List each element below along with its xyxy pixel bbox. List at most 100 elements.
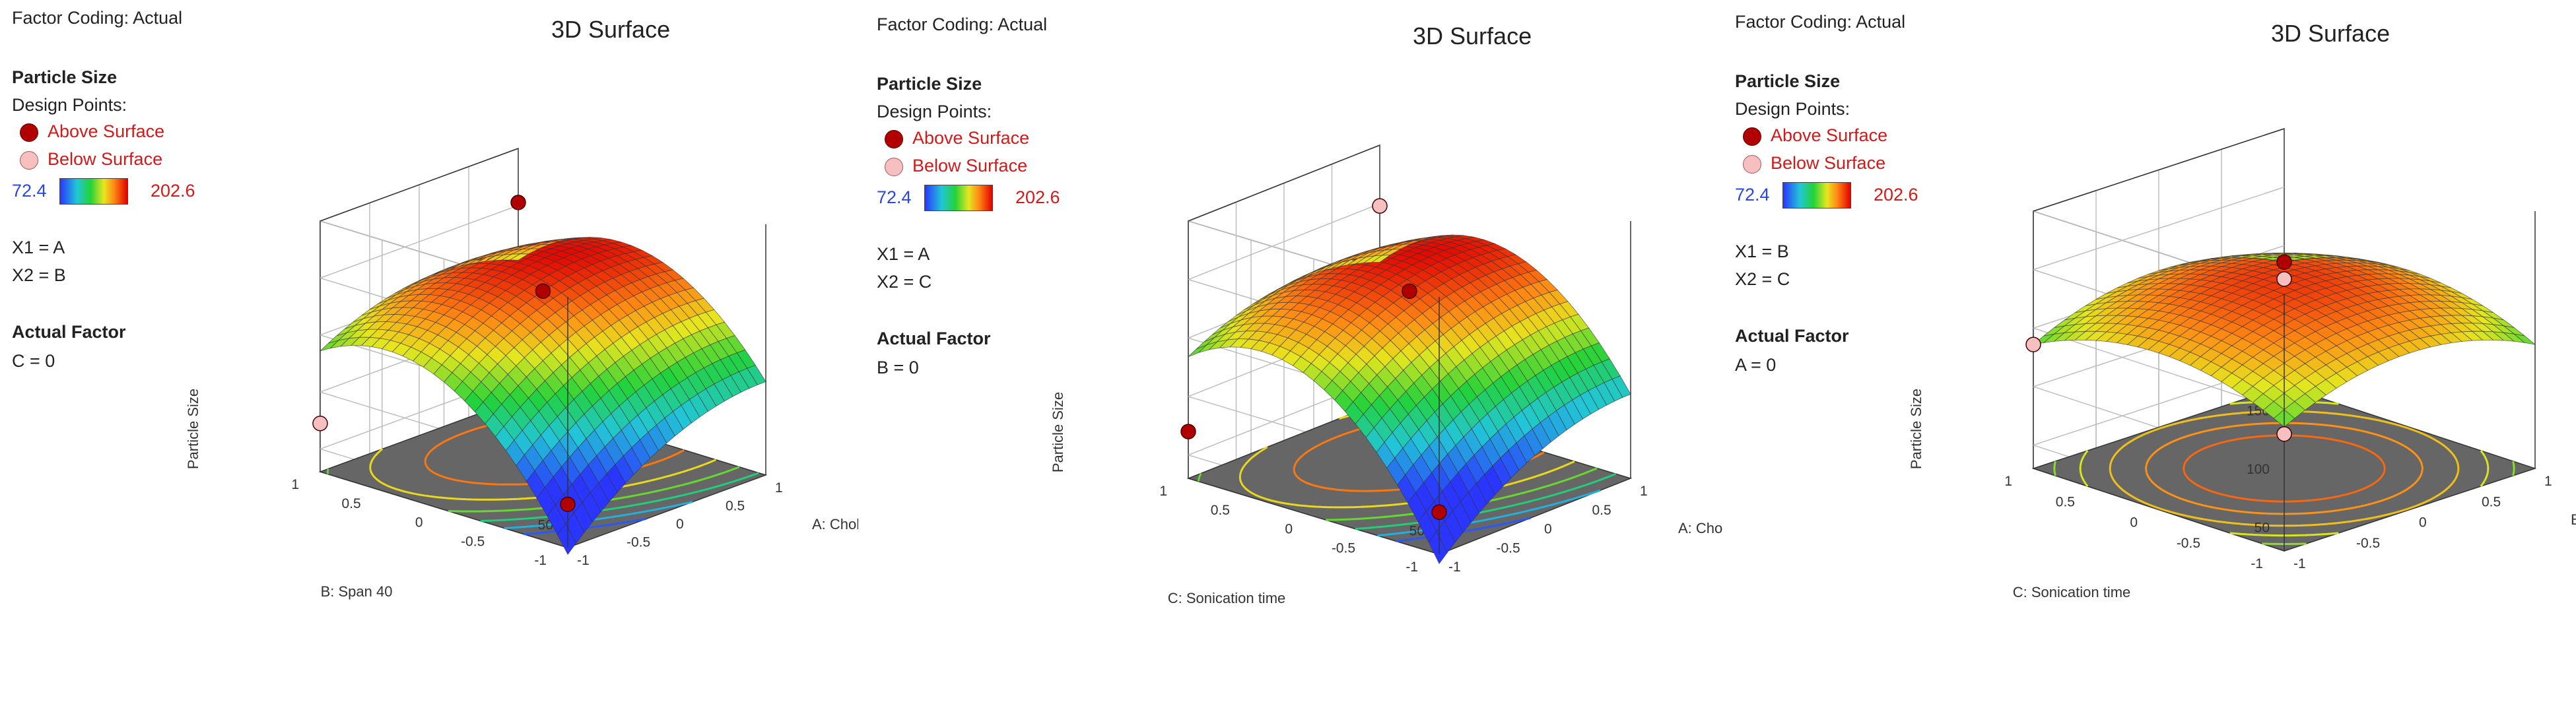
below-surface-label: Below Surface [48, 149, 163, 169]
scale-max: 202.6 [1015, 187, 1060, 207]
design-points [1180, 198, 1447, 520]
response-name: Particle Size [1735, 71, 1841, 91]
design-point-below [1372, 198, 1388, 214]
y-tick-label: 0 [1285, 522, 1293, 537]
color-gradient-bar [59, 178, 128, 205]
chart-title: 3D Surface [551, 16, 671, 43]
above-surface-label: Above Surface [48, 121, 165, 141]
surface-patch [2513, 333, 2536, 345]
x-tick-label: 1 [1640, 484, 1648, 499]
design-point-above [1180, 424, 1196, 439]
above-surface-label: Above Surface [1771, 125, 1888, 145]
z-axis-label: Particle Size [1908, 389, 1924, 469]
below-point-icon [885, 157, 903, 176]
surface-plot-1[interactable]: -1-0.500.51-1-0.500.5150100150200250A: C… [0, 0, 858, 706]
frame-edge [320, 148, 519, 222]
design-point-above [510, 195, 526, 210]
above-surface-legend: Above Surface [20, 123, 164, 142]
scale-max: 202.6 [1874, 185, 1918, 205]
y-tick-label: -0.5 [1332, 540, 1355, 556]
color-gradient-bar [924, 185, 993, 211]
z-tick-label: 100 [2247, 462, 2270, 477]
below-surface-legend: Below Surface [20, 150, 162, 170]
contour-line [2079, 400, 2490, 537]
factor-coding-label: Factor Coding: Actual [12, 8, 183, 28]
x-tick-label: 0 [1544, 522, 1552, 537]
y-tick-label: -0.5 [2177, 536, 2200, 551]
color-scale-legend: 72.4 202.6 [877, 185, 1062, 211]
y-axis-label: C: Sonication time [1168, 590, 1286, 606]
z-axis-label: Particle Size [1050, 392, 1066, 472]
surface-panel-1: -1-0.500.51-1-0.500.5150100150200250A: C… [0, 0, 858, 706]
y-tick-label: 0 [415, 515, 423, 530]
x2-assignment: X2 = B [12, 265, 66, 285]
below-surface-legend: Below Surface [885, 157, 1027, 176]
response-name: Particle Size [877, 74, 982, 94]
x-tick-label: -1 [577, 553, 590, 568]
design-points-label: Design Points: [12, 95, 127, 115]
y-tick-label: -0.5 [461, 534, 485, 549]
design-point-above [1402, 283, 1417, 300]
surface-patch [747, 365, 766, 385]
design-point-above [1431, 504, 1447, 520]
actual-factor-heading: Actual Factor [877, 329, 991, 348]
axis-titles: A: Cholesterol (mg) B: Span 40 Particle Si… [185, 389, 858, 600]
response-surface [320, 237, 766, 556]
response-surface [2032, 253, 2536, 428]
color-gradient-bar [1782, 182, 1851, 209]
surface-panel-2: -1-0.500.51-1-0.500.5150100150200250A: C… [865, 0, 1723, 706]
surface-panel-3: -1-0.500.51-1-0.500.5150100150200250B: S… [1723, 0, 2576, 706]
frame-edge [2033, 128, 2285, 212]
contour-line [2183, 434, 2386, 503]
y-tick-label: 1 [291, 477, 299, 492]
design-points [312, 195, 576, 513]
y-axis-label: C: Sonication time [2013, 584, 2131, 600]
axis-titles: A: Cholesterol (mg) C: Sonication time Par… [1050, 392, 1723, 606]
x-tick-label: -0.5 [627, 535, 650, 550]
actual-factor-heading: Actual Factor [12, 322, 126, 342]
design-point-below [2025, 337, 2041, 352]
above-surface-legend: Above Surface [1743, 127, 1887, 146]
below-surface-label: Below Surface [1771, 153, 1886, 173]
scale-max: 202.6 [151, 181, 195, 201]
y-axis-label: B: Span 40 [321, 583, 393, 600]
above-point-icon [885, 129, 903, 148]
x-tick-label: 1 [2544, 474, 2552, 489]
x-tick-label: -1 [2293, 556, 2306, 571]
wall-grid-line [2033, 186, 2285, 271]
x-axis-label: B: Span 40 [2571, 511, 2576, 528]
actual-factor-value: A = 0 [1735, 355, 1777, 375]
design-point-above [2276, 254, 2292, 270]
design-point-below [312, 416, 328, 432]
wall-grid-line [1188, 203, 1380, 280]
x1-assignment: X1 = A [12, 238, 65, 257]
above-surface-label: Above Surface [912, 128, 1030, 148]
color-scale-legend: 72.4 202.6 [1735, 182, 1920, 209]
z-tick-label: 50 [2254, 521, 2270, 536]
surface-plot-2[interactable]: -1-0.500.51-1-0.500.5150100150200250A: C… [865, 0, 1723, 706]
below-point-icon [20, 150, 38, 170]
surface-plot-3[interactable]: -1-0.500.51-1-0.500.5150100150200250B: S… [1723, 0, 2576, 706]
y-tick-label: -1 [534, 553, 547, 568]
x2-assignment: X2 = C [877, 272, 932, 292]
x-axis-label: A: Cholesterol (mg) [812, 516, 858, 532]
x-tick-label: 0.5 [726, 499, 745, 514]
y-tick-label: 0 [2130, 515, 2138, 530]
x-tick-label: -1 [1448, 560, 1461, 575]
color-scale-legend: 72.4 202.6 [12, 178, 197, 205]
y-tick-label: -1 [2251, 556, 2263, 571]
contour-line [2145, 422, 2423, 515]
below-surface-label: Below Surface [912, 156, 1028, 176]
x1-assignment: X1 = A [877, 244, 930, 264]
above-point-icon [20, 123, 38, 142]
axis-titles: B: Span 40 C: Sonication time Particle Siz… [1908, 389, 2576, 600]
z-tick-label: 50 [538, 517, 553, 532]
surface-patch [1611, 375, 1631, 398]
wall-grid-line [2033, 327, 2285, 411]
design-points [2025, 254, 2292, 442]
scale-min: 72.4 [877, 187, 912, 207]
frame-edge [1188, 144, 1380, 222]
factor-coding-label: Factor Coding: Actual [877, 15, 1048, 34]
actual-factor-value: C = 0 [12, 351, 55, 371]
wall-grid-line [320, 205, 519, 279]
